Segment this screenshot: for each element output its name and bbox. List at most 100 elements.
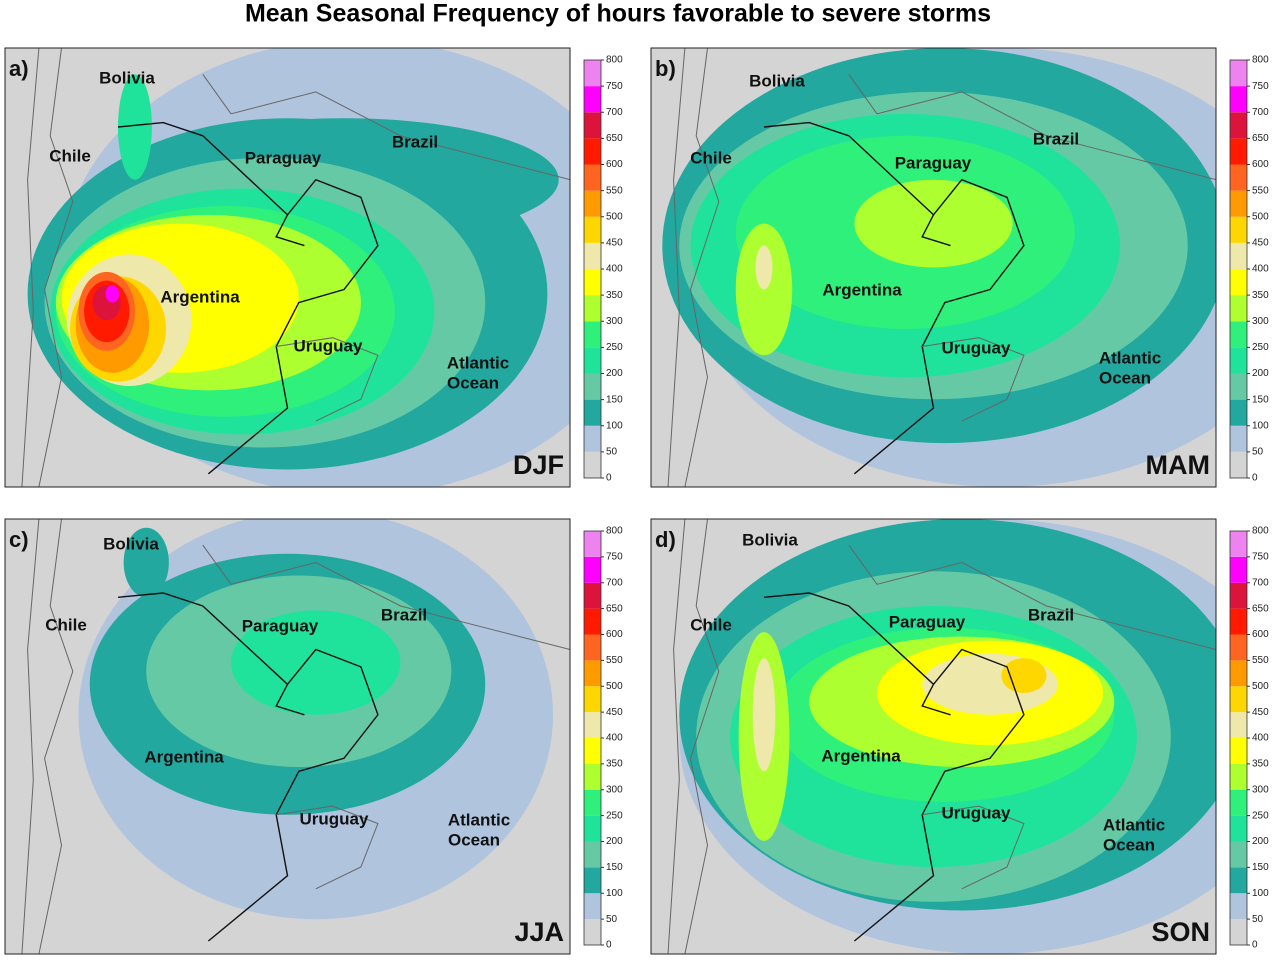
colorbar-tick-label: 100 xyxy=(1252,420,1269,431)
colorbar-bin xyxy=(584,815,601,842)
colorbar-bin xyxy=(1230,738,1247,764)
season-label: JJA xyxy=(514,917,564,947)
colorbar-tick-label: 750 xyxy=(606,81,623,92)
panel-letter: c) xyxy=(9,527,29,552)
colorbar-tick-label: 350 xyxy=(606,290,623,301)
colorbar-bin xyxy=(584,660,601,687)
colorbar-tick-label: 400 xyxy=(1252,264,1269,275)
colorbar-tick-label: 700 xyxy=(606,107,623,118)
colorbar-tick-label: 600 xyxy=(606,159,623,170)
colorbar-tick-label: 250 xyxy=(1252,342,1269,353)
colorbar-tick-label: 350 xyxy=(1252,290,1269,301)
border-line xyxy=(202,74,570,181)
colorbar-tick-label: 750 xyxy=(606,552,623,563)
colorbar-bin xyxy=(1230,608,1247,635)
colorbar-bin xyxy=(584,841,601,868)
colorbar-tick-label: 50 xyxy=(1252,914,1264,925)
place-label: Argentina xyxy=(822,280,902,299)
colorbar-bin xyxy=(584,608,601,635)
place-label: Atlantic xyxy=(1103,815,1165,834)
colorbar-bin xyxy=(584,582,601,609)
colorbar-tick-label: 100 xyxy=(606,420,623,431)
colorbar-bin xyxy=(1230,686,1247,713)
panel-letter: a) xyxy=(9,56,29,81)
colorbar-bin xyxy=(584,112,601,139)
panel-frame xyxy=(4,47,571,488)
colorbar-bin xyxy=(1230,556,1247,583)
border-line xyxy=(853,178,1025,475)
colorbar-bin xyxy=(1230,269,1247,296)
colorbar-bin xyxy=(584,347,601,374)
place-label: Paraguay xyxy=(889,612,966,631)
colorbar-bin xyxy=(584,321,601,348)
colorbar-bin xyxy=(584,686,601,713)
colorbar-tick-label: 200 xyxy=(606,836,623,847)
colorbar-tick-label: 500 xyxy=(1252,681,1269,692)
contour-region xyxy=(118,74,152,180)
place-label: Ocean xyxy=(1099,368,1151,387)
contour-region xyxy=(854,179,1013,268)
colorbar-tick-label: 0 xyxy=(1252,940,1258,951)
season-label: SON xyxy=(1151,917,1210,947)
colorbar-tick-label: 650 xyxy=(1252,603,1269,614)
map-panel xyxy=(651,48,1216,487)
colorbar-bin xyxy=(1230,763,1247,790)
colorbar-bin xyxy=(584,242,601,269)
place-label: Atlantic xyxy=(448,810,510,829)
colorbar-tick-label: 550 xyxy=(606,185,623,196)
place-label: Atlantic xyxy=(1099,348,1161,367)
place-label: Argentina xyxy=(144,747,224,766)
border-line xyxy=(684,519,720,954)
colorbar-tick-label: 150 xyxy=(606,862,623,873)
colorbar-bin xyxy=(1230,634,1247,661)
place-label: Ocean xyxy=(1103,835,1155,854)
colorbar-tick-label: 800 xyxy=(606,526,623,537)
panel-frame xyxy=(650,47,1217,488)
colorbar-bin xyxy=(1230,138,1247,165)
border-line xyxy=(117,121,305,247)
colorbar-tick-label: 800 xyxy=(1252,55,1269,66)
colorbar-tick-label: 0 xyxy=(1252,473,1258,484)
colorbar-tick-label: 600 xyxy=(1252,159,1269,170)
colorbar-tick-label: 350 xyxy=(606,759,623,770)
colorbar-bin xyxy=(1230,347,1247,374)
colorbar-tick-label: 250 xyxy=(606,342,623,353)
border-line xyxy=(763,592,951,716)
colorbar-bin xyxy=(1230,399,1247,426)
border-line xyxy=(202,544,570,650)
place-label: Brazil xyxy=(1028,605,1074,624)
colorbar-bin xyxy=(584,216,601,243)
colorbar-bin xyxy=(1230,86,1247,113)
colorbar-tick-label: 550 xyxy=(606,655,623,666)
place-label: Argentina xyxy=(821,746,901,765)
place-label: Ocean xyxy=(448,830,500,849)
colorbar-tick-label: 650 xyxy=(1252,133,1269,144)
colorbar-tick-label: 200 xyxy=(606,368,623,379)
colorbar-tick-label: 450 xyxy=(606,707,623,718)
border-line xyxy=(684,48,720,487)
colorbar-bin xyxy=(1230,425,1247,452)
place-label: Paraguay xyxy=(895,153,972,172)
border-line xyxy=(207,178,379,475)
colorbar-tick-label: 300 xyxy=(1252,316,1269,327)
place-label: Atlantic xyxy=(447,353,509,372)
colorbar-bin xyxy=(1230,789,1247,816)
border-line xyxy=(207,648,379,942)
colorbar-tick-label: 450 xyxy=(606,238,623,249)
place-label: Chile xyxy=(49,146,91,165)
map-panel xyxy=(5,48,570,487)
colorbar-bin xyxy=(1230,321,1247,348)
colorbar-bin xyxy=(584,531,601,557)
colorbar-bin xyxy=(1230,242,1247,269)
place-label: Bolivia xyxy=(749,71,805,90)
colorbar-tick-label: 150 xyxy=(606,394,623,405)
colorbar-tick-label: 400 xyxy=(606,264,623,275)
colorbar-tick-label: 150 xyxy=(1252,862,1269,873)
colorbar-tick-label: 50 xyxy=(606,914,618,925)
map-panel xyxy=(5,519,570,954)
place-label: Brazil xyxy=(1033,129,1079,148)
border-line xyxy=(848,74,1216,181)
colorbar-tick-label: 700 xyxy=(1252,577,1269,588)
colorbar-bin xyxy=(1230,531,1247,557)
